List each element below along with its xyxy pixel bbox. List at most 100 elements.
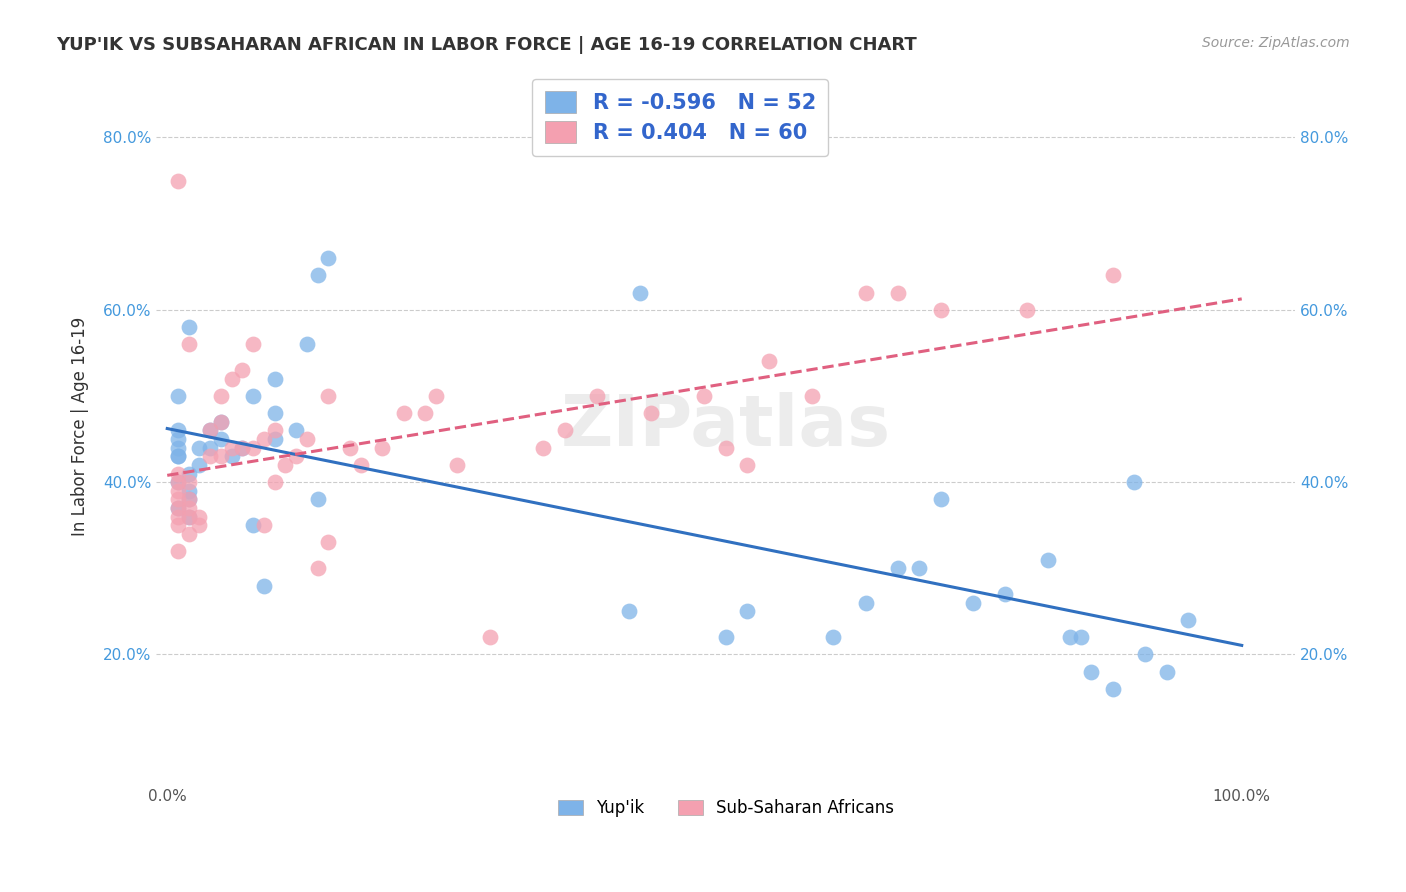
- Point: [307, 561, 329, 575]
- Point: [908, 561, 931, 575]
- Point: [263, 432, 285, 446]
- Point: [167, 518, 190, 533]
- Point: [188, 441, 211, 455]
- Point: [350, 458, 373, 472]
- Point: [263, 475, 285, 490]
- Point: [231, 441, 253, 455]
- Point: [887, 561, 910, 575]
- Point: [339, 441, 361, 455]
- Point: [231, 363, 253, 377]
- Point: [177, 467, 200, 481]
- Point: [295, 432, 318, 446]
- Point: [177, 475, 200, 490]
- Point: [221, 441, 243, 455]
- Point: [392, 406, 415, 420]
- Point: [177, 492, 200, 507]
- Point: [242, 389, 264, 403]
- Point: [1101, 681, 1123, 696]
- Point: [307, 268, 329, 283]
- Point: [737, 458, 759, 472]
- Point: [586, 389, 609, 403]
- Point: [242, 337, 264, 351]
- Point: [263, 406, 285, 420]
- Point: [209, 450, 232, 464]
- Point: [167, 467, 190, 481]
- Point: [263, 372, 285, 386]
- Point: [1133, 648, 1156, 662]
- Point: [167, 483, 190, 498]
- Point: [554, 424, 576, 438]
- Point: [318, 389, 340, 403]
- Point: [1059, 630, 1081, 644]
- Point: [177, 509, 200, 524]
- Point: [737, 604, 759, 618]
- Point: [167, 509, 190, 524]
- Point: [1101, 268, 1123, 283]
- Text: ZIPatlas: ZIPatlas: [561, 392, 891, 460]
- Point: [177, 526, 200, 541]
- Point: [167, 450, 190, 464]
- Point: [640, 406, 662, 420]
- Text: Source: ZipAtlas.com: Source: ZipAtlas.com: [1202, 36, 1350, 50]
- Point: [167, 475, 190, 490]
- Point: [200, 441, 222, 455]
- Point: [209, 415, 232, 429]
- Point: [758, 354, 780, 368]
- Legend: Yup'ik, Sub-Saharan Africans: Yup'ik, Sub-Saharan Africans: [550, 791, 903, 825]
- Point: [167, 500, 190, 515]
- Point: [167, 432, 190, 446]
- Point: [855, 596, 877, 610]
- Y-axis label: In Labor Force | Age 16-19: In Labor Force | Age 16-19: [72, 317, 89, 536]
- Point: [714, 441, 737, 455]
- Point: [531, 441, 554, 455]
- Point: [371, 441, 394, 455]
- Point: [285, 450, 308, 464]
- Point: [1177, 613, 1199, 627]
- Point: [167, 450, 190, 464]
- Point: [209, 415, 232, 429]
- Point: [800, 389, 823, 403]
- Point: [167, 475, 190, 490]
- Point: [200, 450, 222, 464]
- Point: [478, 630, 501, 644]
- Point: [994, 587, 1017, 601]
- Point: [693, 389, 716, 403]
- Point: [177, 320, 200, 334]
- Point: [253, 578, 276, 592]
- Point: [929, 302, 952, 317]
- Point: [318, 535, 340, 549]
- Point: [274, 458, 297, 472]
- Point: [253, 432, 276, 446]
- Point: [425, 389, 447, 403]
- Point: [167, 424, 190, 438]
- Point: [929, 492, 952, 507]
- Point: [177, 337, 200, 351]
- Point: [242, 441, 264, 455]
- Point: [177, 509, 200, 524]
- Point: [242, 518, 264, 533]
- Point: [887, 285, 910, 300]
- Point: [253, 518, 276, 533]
- Point: [167, 441, 190, 455]
- Point: [1038, 552, 1060, 566]
- Point: [823, 630, 845, 644]
- Point: [1156, 665, 1178, 679]
- Point: [167, 389, 190, 403]
- Point: [1015, 302, 1038, 317]
- Point: [200, 424, 222, 438]
- Point: [167, 173, 190, 187]
- Point: [177, 500, 200, 515]
- Point: [1123, 475, 1146, 490]
- Point: [221, 450, 243, 464]
- Point: [188, 509, 211, 524]
- Point: [1070, 630, 1092, 644]
- Point: [167, 500, 190, 515]
- Point: [619, 604, 641, 618]
- Point: [231, 441, 253, 455]
- Point: [855, 285, 877, 300]
- Point: [307, 492, 329, 507]
- Point: [221, 372, 243, 386]
- Point: [167, 492, 190, 507]
- Point: [188, 458, 211, 472]
- Point: [446, 458, 468, 472]
